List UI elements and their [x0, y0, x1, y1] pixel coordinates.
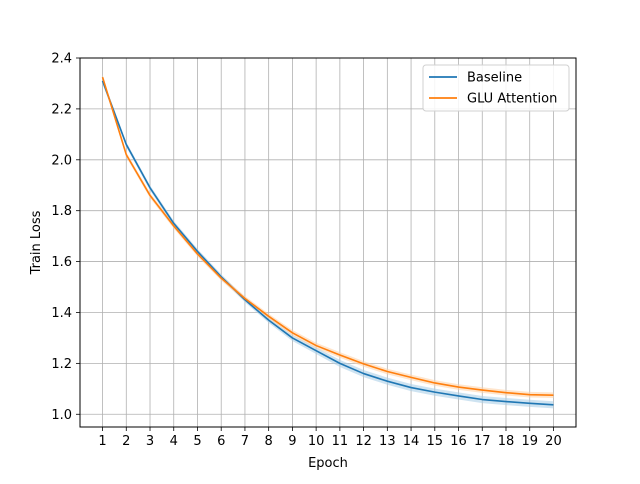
y-tick-label: 2.0 [51, 153, 72, 168]
y-axis-label: Train Loss [29, 210, 44, 275]
x-tick-label: 13 [379, 434, 396, 449]
y-tick-label: 1.2 [51, 357, 72, 372]
series-line-0 [101, 80, 554, 406]
x-axis-ticks: 1 2 3 4 5 6 7 8 9 10 11 12 13 14 15 16 17 18 19 20 [98, 427, 562, 449]
x-tick-label: 15 [427, 434, 444, 449]
x-tick-label: 17 [474, 434, 491, 449]
confidence-bands [102, 74, 554, 409]
series-band-0 [102, 77, 554, 409]
x-tick-label: 2 [122, 434, 130, 449]
x-tick-label: 19 [521, 434, 538, 449]
x-tick-label: 16 [450, 434, 467, 449]
x-tick-label: 12 [355, 434, 372, 449]
y-tick-label: 1.6 [51, 255, 72, 270]
y-tick-label: 2.2 [51, 102, 72, 117]
series-lines [101, 76, 554, 406]
x-tick-label: 5 [193, 434, 201, 449]
legend-box [422, 64, 570, 112]
y-tick-label: 1.8 [51, 204, 72, 219]
x-tick-label: 1 [98, 434, 106, 449]
y-tick-label: 2.4 [51, 52, 72, 67]
x-tick-label: 3 [146, 434, 154, 449]
series-line-1 [101, 76, 554, 396]
legend: Baseline GLU Attention [422, 64, 570, 112]
x-tick-label: 11 [332, 434, 349, 449]
x-tick-label: 6 [217, 434, 225, 449]
legend-label-0: Baseline [467, 71, 522, 86]
x-tick-label: 8 [265, 434, 273, 449]
x-tick-label: 14 [403, 434, 420, 449]
x-tick-label: 7 [241, 434, 249, 449]
y-tick-label: 1.0 [51, 408, 72, 423]
x-tick-label: 4 [170, 434, 178, 449]
y-axis-ticks: 1.0 1.2 1.4 1.6 1.8 2.0 2.2 2.4 [51, 52, 80, 423]
y-tick-label: 1.4 [51, 306, 72, 321]
plot-frame [79, 57, 577, 428]
legend-label-1: GLU Attention [467, 92, 557, 107]
x-tick-label: 10 [308, 434, 325, 449]
x-tick-label: 20 [545, 434, 562, 449]
x-tick-label: 9 [288, 434, 296, 449]
x-axis-label: Epoch [308, 456, 348, 471]
grid [80, 57, 576, 427]
x-tick-label: 18 [498, 434, 515, 449]
